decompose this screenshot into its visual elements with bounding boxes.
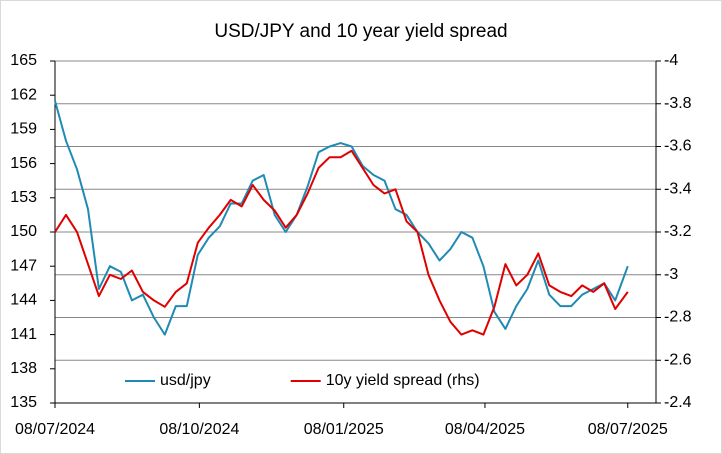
series-line bbox=[54, 100, 629, 336]
y2-tick-label: -3.4 bbox=[664, 180, 692, 197]
y2-tick-label: -3.2 bbox=[664, 223, 692, 240]
legend-label: 10y yield spread (rhs) bbox=[326, 372, 480, 389]
x-tick-label: 08/10/2024 bbox=[159, 421, 239, 438]
y-tick-label: 147 bbox=[10, 257, 37, 274]
y2-tick-label: -3.6 bbox=[664, 138, 692, 155]
y-tick-label: 159 bbox=[10, 121, 37, 138]
y-tick-label: 162 bbox=[10, 86, 37, 103]
series-line bbox=[54, 149, 629, 336]
y-tick-label: 150 bbox=[10, 223, 37, 240]
chart-title: USD/JPY and 10 year yield spread bbox=[214, 21, 507, 42]
y-tick-label: 138 bbox=[10, 360, 37, 377]
y2-tick-label: -4 bbox=[664, 52, 678, 69]
x-tick-label: 08/07/2025 bbox=[588, 421, 668, 438]
y-tick-label: 135 bbox=[10, 394, 37, 411]
x-tick-label: 08/04/2025 bbox=[445, 421, 525, 438]
legend-label: usd/jpy bbox=[160, 372, 211, 389]
y-tick-label: 156 bbox=[10, 155, 37, 172]
y2-tick-label: -2.6 bbox=[664, 351, 692, 368]
y2-tick-label: -2.4 bbox=[664, 394, 692, 411]
y2-tick-label: -2.8 bbox=[664, 309, 692, 326]
y-tick-label: 144 bbox=[10, 292, 37, 309]
y-tick-label: 141 bbox=[10, 326, 37, 343]
y-tick-label: 165 bbox=[10, 52, 37, 69]
y2-tick-label: -3.8 bbox=[664, 95, 692, 112]
y2-tick-label: -3 bbox=[664, 266, 678, 283]
y-tick-label: 153 bbox=[10, 189, 37, 206]
x-tick-label: 08/01/2025 bbox=[304, 421, 384, 438]
x-tick-label: 08/07/2024 bbox=[15, 421, 95, 438]
